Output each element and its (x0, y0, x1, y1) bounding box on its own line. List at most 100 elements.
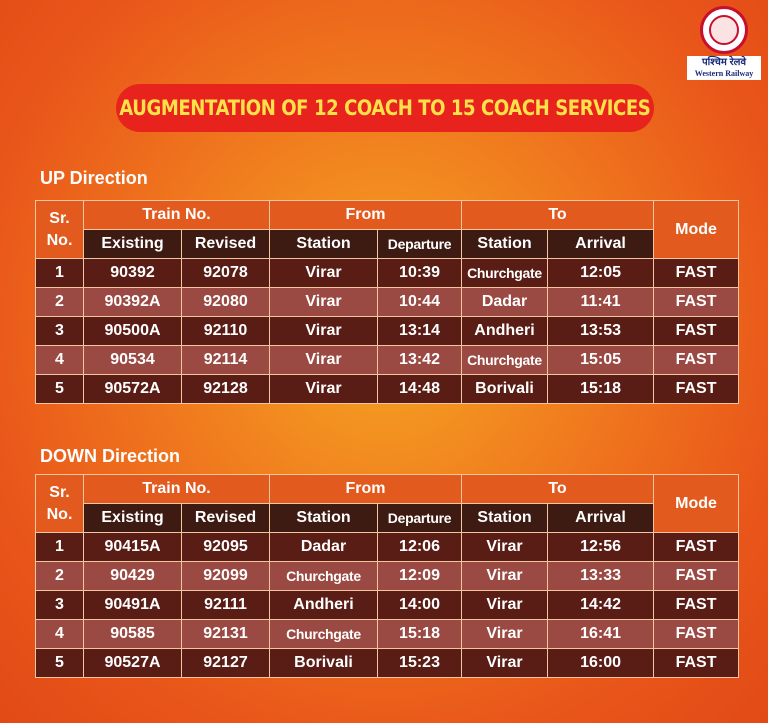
cell-mode: FAST (653, 619, 740, 649)
cell-arrival: 16:41 (547, 619, 655, 649)
cell-to: Andheri (461, 316, 549, 346)
cell-from: Andheri (269, 590, 379, 620)
down-direction-table: Sr. No. Train No. From To Mode Existing Revised… (35, 474, 740, 678)
table-row: 4 90534 92114 Virar 13:42 Churchgate 15:05 FAST (35, 345, 740, 375)
train-no-header: Train No. (82, 200, 271, 230)
revised-header: Revised (180, 229, 271, 259)
cell-departure: 14:48 (377, 374, 463, 404)
logo-hindi: पश्चिम रेलवे (701, 57, 747, 68)
cell-existing: 90572A (83, 374, 182, 404)
title-banner: AUGMENTATION OF 12 COACH TO 15 COACH SER… (116, 84, 654, 132)
cell-departure: 13:14 (377, 316, 463, 346)
table-row: 5 90572A 92128 Virar 14:48 Borivali 15:18 FAST (35, 374, 740, 404)
cell-from: Virar (269, 374, 379, 404)
cell-mode: FAST (653, 316, 740, 346)
cell-to: Virar (461, 561, 549, 591)
cell-revised: 92078 (180, 258, 271, 288)
cell-departure: 12:06 (377, 532, 463, 562)
cell-mode: FAST (653, 374, 740, 404)
cell-from: Churchgate (269, 561, 379, 591)
cell-departure: 15:18 (377, 619, 463, 649)
sr-label: Sr. (49, 209, 70, 227)
arrival-header: Arrival (547, 503, 655, 533)
no-label: No. (46, 505, 73, 523)
cell-existing: 90527A (83, 648, 182, 678)
mode-header: Mode (653, 474, 740, 533)
cell-sr: 3 (35, 590, 84, 620)
cell-arrival: 12:05 (547, 258, 655, 288)
cell-revised: 92080 (180, 287, 271, 317)
cell-from: Virar (269, 345, 379, 375)
cell-from: Virar (269, 316, 379, 346)
cell-from: Dadar (269, 532, 379, 562)
cell-arrival: 15:05 (547, 345, 655, 375)
table-row: 2 90429 92099 Churchgate 12:09 Virar 13:33 FAST (35, 561, 740, 591)
page-title: AUGMENTATION OF 12 COACH TO 15 COACH SER… (119, 96, 651, 120)
cell-departure: 10:44 (377, 287, 463, 317)
western-railway-logo: पश्चिम रेलवे Western Railway (686, 6, 762, 82)
table-row: 3 90500A 92110 Virar 13:14 Andheri 13:53 FAST (35, 316, 740, 346)
cell-departure: 10:39 (377, 258, 463, 288)
cell-to: Virar (461, 590, 549, 620)
to-station-header: Station (461, 503, 549, 533)
table-row: 5 90527A 92127 Borivali 15:23 Virar 16:00 FAST (35, 648, 740, 678)
header-row: Sr. No. Train No. From To Mode (35, 474, 740, 533)
cell-mode: FAST (653, 345, 740, 375)
table-row: 1 90415A 92095 Dadar 12:06 Virar 12:56 FAST (35, 532, 740, 562)
cell-sr: 4 (35, 345, 84, 375)
cell-to: Virar (461, 648, 549, 678)
to-header: To (461, 200, 655, 230)
table-row: 3 90491A 92111 Andheri 14:00 Virar 14:42 FAST (35, 590, 740, 620)
cell-arrival: 12:56 (547, 532, 655, 562)
railway-emblem-icon (700, 6, 748, 54)
table-row: 1 90392 92078 Virar 10:39 Churchgate 12:05 FAST (35, 258, 740, 288)
cell-from: Churchgate (269, 619, 379, 649)
cell-sr: 1 (35, 532, 84, 562)
cell-existing: 90500A (83, 316, 182, 346)
cell-to: Churchgate (461, 258, 549, 288)
up-direction-table: Sr. No. Train No. From To Mode Existing Revised… (35, 200, 740, 404)
cell-departure: 13:42 (377, 345, 463, 375)
to-header: To (461, 474, 655, 504)
logo-english: Western Railway (694, 69, 754, 78)
cell-existing: 90491A (83, 590, 182, 620)
down-direction-title: DOWN Direction (40, 446, 181, 466)
cell-revised: 92111 (180, 590, 271, 620)
header-row: Sr. No. Train No. From To Mode (35, 200, 740, 259)
departure-header: Departure (377, 503, 463, 533)
cell-sr: 4 (35, 619, 84, 649)
cell-revised: 92099 (180, 561, 271, 591)
cell-mode: FAST (653, 561, 740, 591)
cell-from: Borivali (269, 648, 379, 678)
cell-revised: 92110 (180, 316, 271, 346)
logo-text: पश्चिम रेलवे Western Railway (687, 56, 761, 80)
subheader-row: Existing Revised Station Departure Station Ar… (36, 503, 739, 533)
cell-mode: FAST (653, 287, 740, 317)
cell-mode: FAST (653, 532, 740, 562)
cell-sr: 2 (35, 287, 84, 317)
cell-arrival: 13:33 (547, 561, 655, 591)
existing-header: Existing (83, 229, 182, 259)
cell-to: Churchgate (461, 345, 549, 375)
cell-mode: FAST (653, 648, 740, 678)
cell-existing: 90392A (83, 287, 182, 317)
table-row: 4 90585 92131 Churchgate 15:18 Virar 16:41 FAST (35, 619, 740, 649)
cell-existing: 90429 (83, 561, 182, 591)
mode-header: Mode (653, 200, 740, 259)
sr-no-header: Sr. No. (35, 474, 84, 533)
from-station-header: Station (269, 229, 379, 259)
cell-departure: 14:00 (377, 590, 463, 620)
subheader-row: Existing Revised Station Departure Station Ar… (36, 229, 739, 259)
cell-revised: 92128 (180, 374, 271, 404)
cell-existing: 90392 (83, 258, 182, 288)
cell-existing: 90415A (83, 532, 182, 562)
table-row: 2 90392A 92080 Virar 10:44 Dadar 11:41 FAST (35, 287, 740, 317)
cell-departure: 15:23 (377, 648, 463, 678)
departure-header: Departure (377, 229, 463, 259)
cell-arrival: 16:00 (547, 648, 655, 678)
cell-to: Virar (461, 619, 549, 649)
no-label: No. (46, 231, 73, 249)
cell-revised: 92127 (180, 648, 271, 678)
revised-header: Revised (180, 503, 271, 533)
cell-sr: 5 (35, 374, 84, 404)
